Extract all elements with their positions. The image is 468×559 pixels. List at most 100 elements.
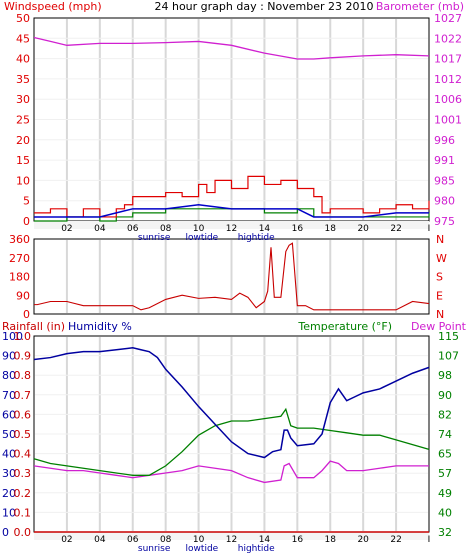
- dewpoint-line: [33, 460, 429, 484]
- wind-y-tick-7: 35: [16, 73, 30, 86]
- humidity-y-label: Humidity %: [68, 320, 132, 333]
- rain-y-tick-0: 0.0: [14, 526, 32, 539]
- x-tick-label-2-5: 12: [226, 535, 237, 545]
- humidity-y-tick-7: 70: [2, 389, 16, 402]
- x-tick-label-2-10: 22: [390, 535, 401, 545]
- x-tick-label-0-4: 10: [193, 224, 205, 234]
- wind-gust-line: [34, 204, 429, 218]
- wind-y-tick-8: 40: [16, 53, 30, 66]
- compass-label-4: N: [436, 233, 444, 246]
- humidity-y-tick-9: 90: [2, 350, 16, 363]
- x-tick-label-0-7: 16: [292, 224, 304, 234]
- x-tick-label-2-8: 18: [325, 535, 337, 545]
- rain-y-tick-9: 0.9: [14, 350, 32, 363]
- panel-2-axis-band: [34, 532, 429, 540]
- panel-0-axis-band: [34, 221, 429, 229]
- compass-label-0: N: [436, 308, 444, 321]
- x-tick-label-0-3: 08: [160, 224, 172, 234]
- humidity-y-tick-4: 40: [2, 448, 16, 461]
- baro-y-tick-5: 1001: [434, 114, 462, 127]
- temperature-y-tick-4: 65: [438, 448, 452, 461]
- x-tick-label-0-6: 14: [259, 224, 271, 234]
- x-tick-label-0-5: 12: [226, 224, 237, 234]
- temperature-y-tick-3: 57: [438, 467, 452, 480]
- dir-y-tick-1: 90: [16, 289, 30, 302]
- chart-title: 24 hour graph day : November 23 2010: [154, 0, 373, 13]
- compass-label-3: W: [436, 252, 447, 265]
- wind-y-tick-9: 45: [16, 32, 30, 45]
- humidity-y-tick-5: 50: [2, 428, 16, 441]
- rain-y-tick-7: 0.7: [14, 389, 32, 402]
- marker-label-0-1: lowtide: [186, 233, 219, 243]
- baro-y-tick-7: 1012: [434, 73, 462, 86]
- compass-label-1: E: [436, 289, 443, 302]
- temperature-y-tick-8: 98: [438, 369, 452, 382]
- rain-y-tick-3: 0.3: [14, 467, 32, 480]
- baro-y-tick-6: 1006: [434, 93, 462, 106]
- dir-y-tick-0: 0: [23, 308, 30, 321]
- baro-y-label: Barometer (mb): [376, 0, 464, 13]
- x-tick-label-2-9: 20: [357, 535, 369, 545]
- temperature-y-label: Temperature (°F): [297, 320, 392, 333]
- wind-y-label: Windspeed (mph): [4, 0, 102, 13]
- baro-y-tick-10: 1027: [434, 12, 462, 25]
- wind-y-tick-6: 30: [16, 93, 30, 106]
- x-tick-label-2-0: 02: [61, 535, 72, 545]
- humidity-y-tick-1: 10: [2, 506, 16, 519]
- rain-y-tick-5: 0.5: [14, 428, 32, 441]
- marker-label-2-2: hightide: [238, 544, 275, 554]
- x-tick-label-2-11: I: [428, 535, 431, 545]
- temperature-y-tick-2: 49: [438, 487, 452, 500]
- humidity-y-tick-0: 0: [2, 526, 9, 539]
- x-tick-label-0-10: 22: [390, 224, 401, 234]
- baro-y-tick-0: 975: [434, 215, 455, 228]
- wind-y-tick-3: 15: [16, 154, 30, 167]
- temperature-y-tick-7: 90: [438, 389, 452, 402]
- x-tick-label-2-2: 06: [127, 535, 139, 545]
- rain-y-tick-1: 0.1: [14, 506, 32, 519]
- rain-y-tick-4: 0.4: [14, 448, 32, 461]
- marker-label-2-1: lowtide: [186, 544, 219, 554]
- dir-y-tick-3: 270: [9, 252, 30, 265]
- baro-y-tick-2: 985: [434, 174, 455, 187]
- x-tick-label-0-8: 18: [325, 224, 337, 234]
- rain-y-label: Rainfall (in): [2, 320, 65, 333]
- wind-y-tick-0: 0: [23, 215, 30, 228]
- dir-y-tick-2: 180: [9, 271, 30, 284]
- baro-y-tick-1: 980: [434, 195, 455, 208]
- windspeed-line: [34, 175, 430, 218]
- humidity-y-tick-10: 100: [2, 330, 23, 343]
- marker-label-2-0: sunrise: [138, 544, 171, 554]
- temperature-y-tick-0: 32: [438, 526, 452, 539]
- wind-direction-line: [34, 242, 430, 311]
- humidity-line: [33, 346, 430, 459]
- wind-y-tick-10: 50: [16, 12, 30, 25]
- temperature-y-tick-10: 115: [438, 330, 459, 343]
- baro-y-tick-4: 996: [434, 134, 455, 147]
- temperature-y-tick-5: 74: [438, 428, 452, 441]
- x-tick-label-2-4: 10: [193, 535, 205, 545]
- humidity-y-tick-2: 20: [2, 487, 16, 500]
- rain-y-tick-6: 0.6: [14, 408, 32, 421]
- wind-y-tick-5: 25: [16, 114, 30, 127]
- temperature-line: [33, 407, 430, 476]
- rain-y-tick-8: 0.8: [14, 369, 32, 382]
- humidity-y-tick-6: 60: [2, 408, 16, 421]
- rain-y-tick-2: 0.2: [14, 487, 32, 500]
- temperature-y-tick-6: 82: [438, 408, 452, 421]
- dewpoint-y-label: Dew Point: [411, 320, 467, 333]
- marker-label-0-2: hightide: [238, 233, 275, 243]
- x-tick-label-0-11: I: [428, 224, 431, 234]
- baro-series-line: [33, 36, 430, 60]
- wind-y-tick-1: 5: [23, 195, 30, 208]
- humidity-y-tick-8: 80: [2, 369, 16, 382]
- x-tick-label-0-0: 02: [61, 224, 72, 234]
- baro-y-tick-8: 1017: [434, 53, 462, 66]
- baro-y-tick-9: 1022: [434, 32, 462, 45]
- dir-y-tick-4: 360: [9, 233, 30, 246]
- x-tick-label-2-7: 16: [292, 535, 304, 545]
- x-tick-label-2-1: 04: [94, 535, 106, 545]
- x-tick-label-0-9: 20: [357, 224, 369, 234]
- temperature-y-tick-9: 107: [438, 350, 459, 363]
